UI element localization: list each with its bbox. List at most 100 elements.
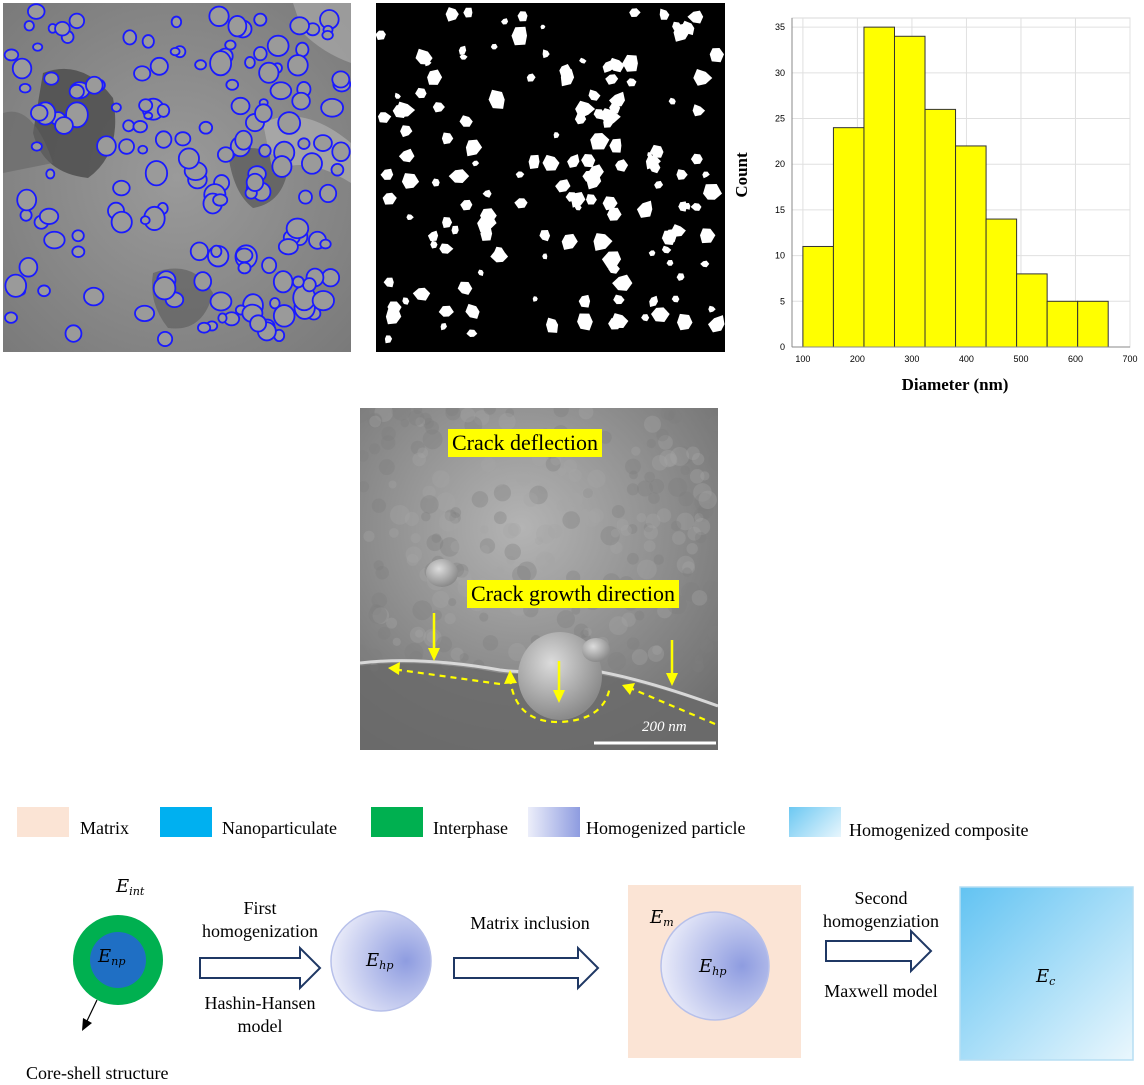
particle-outline — [122, 119, 135, 133]
surface-nodule — [363, 530, 375, 542]
particle-blob — [477, 269, 484, 276]
particle-blob — [463, 7, 473, 18]
particle-outline — [194, 59, 207, 71]
surface-nodule — [693, 518, 711, 536]
particle-blob — [575, 100, 596, 119]
surface-nodule — [535, 551, 555, 571]
surface-nodule — [680, 465, 691, 476]
particle-outline — [18, 256, 39, 278]
particle-blob — [406, 214, 414, 220]
particle-blob — [671, 295, 680, 303]
legend-label-homogenized-composite: Homogenized composite — [849, 820, 1029, 840]
surface-nodule — [369, 415, 382, 428]
particle-blob — [684, 203, 691, 210]
surface-nodule — [360, 481, 370, 493]
particle-blob — [677, 313, 693, 331]
surface-nodule — [378, 459, 395, 476]
surface-nodule — [620, 524, 632, 537]
surface-nodule — [419, 412, 432, 426]
particle-blob — [626, 78, 637, 87]
particle-outline — [134, 304, 156, 323]
surface-nodule — [645, 513, 661, 529]
surface-nodule — [360, 644, 367, 656]
homogenized-particle — [330, 910, 432, 1012]
particle-blob — [700, 228, 716, 244]
surface-nodule — [667, 477, 688, 497]
surface-nodule — [410, 440, 425, 455]
crack-growth-direction-label: Crack growth direction — [467, 580, 680, 608]
particle-blob — [601, 251, 622, 269]
surface-nodule — [405, 546, 423, 563]
x-tick-label: 200 — [850, 354, 865, 364]
surface-nodule — [415, 417, 426, 427]
surface-nodule — [651, 455, 668, 471]
particle-outline — [137, 144, 149, 155]
particle-blob — [515, 171, 525, 178]
particle-blob — [641, 314, 650, 322]
particle-outline — [154, 130, 173, 149]
surface-nodule — [493, 484, 512, 502]
particle-outline — [330, 162, 345, 177]
particle-outline — [4, 273, 28, 298]
particle-outline — [71, 229, 85, 243]
particle-blob — [609, 138, 622, 153]
surface-nodule — [507, 522, 522, 537]
particle-blob — [676, 273, 685, 281]
particle-outline — [30, 104, 49, 122]
surface-nodule — [581, 487, 594, 500]
step1-top-label: First homogenization — [202, 898, 318, 941]
particle-blob — [460, 199, 473, 211]
surface-nodule — [610, 541, 623, 554]
surface-nodule — [682, 561, 696, 575]
particle-outline — [237, 261, 252, 275]
particle-blob — [514, 198, 528, 209]
surface-nodule — [631, 649, 648, 666]
surface-nodule — [626, 637, 640, 650]
particle-blob — [528, 154, 540, 169]
x-tick-label: 300 — [904, 354, 919, 364]
particle-outline — [85, 75, 104, 95]
particle-blob — [451, 225, 459, 235]
surface-nodule — [693, 483, 712, 502]
particle-outline — [174, 131, 192, 147]
x-tick-label: 100 — [795, 354, 810, 364]
particle-blob — [376, 30, 386, 40]
surface-nodule — [450, 507, 462, 518]
surface-nodule — [417, 447, 429, 459]
surface-nodule — [694, 492, 714, 512]
surface-nodule — [556, 610, 575, 629]
particle-outline — [169, 47, 181, 57]
particle-blob — [593, 233, 613, 251]
surface-nodule — [517, 561, 537, 582]
particle-outline — [16, 188, 38, 212]
particle-blob — [608, 57, 625, 73]
surface-nodule — [374, 408, 394, 422]
particle-blob — [605, 74, 619, 85]
particle-outline — [122, 29, 138, 46]
particle-blob — [613, 294, 625, 305]
particle-blob — [559, 64, 572, 77]
y-tick-label: 35 — [775, 22, 785, 32]
surface-nodule — [404, 643, 424, 662]
particle-outline — [43, 71, 60, 86]
surface-nodule — [707, 625, 718, 642]
surface-nodule — [659, 449, 677, 468]
surface-nodule — [372, 607, 390, 624]
particle-blob — [692, 104, 706, 117]
particle-outline — [269, 81, 293, 101]
surface-nodule — [656, 508, 672, 523]
surface-nodule — [439, 537, 460, 557]
surface-nodule — [432, 590, 450, 609]
particle-blob — [394, 92, 401, 99]
particle-outline — [177, 147, 200, 170]
particle-blob — [517, 11, 528, 22]
homogenized-particle-in-matrix — [660, 911, 770, 1021]
particle-blob — [654, 180, 664, 189]
surface-nodule — [369, 443, 381, 455]
particle-blob — [400, 125, 413, 138]
particle-blob — [636, 200, 653, 218]
surface-nodule — [557, 499, 569, 512]
surface-nodule — [687, 526, 702, 541]
surface-nodule — [423, 628, 442, 647]
surface-nodule — [360, 408, 370, 423]
